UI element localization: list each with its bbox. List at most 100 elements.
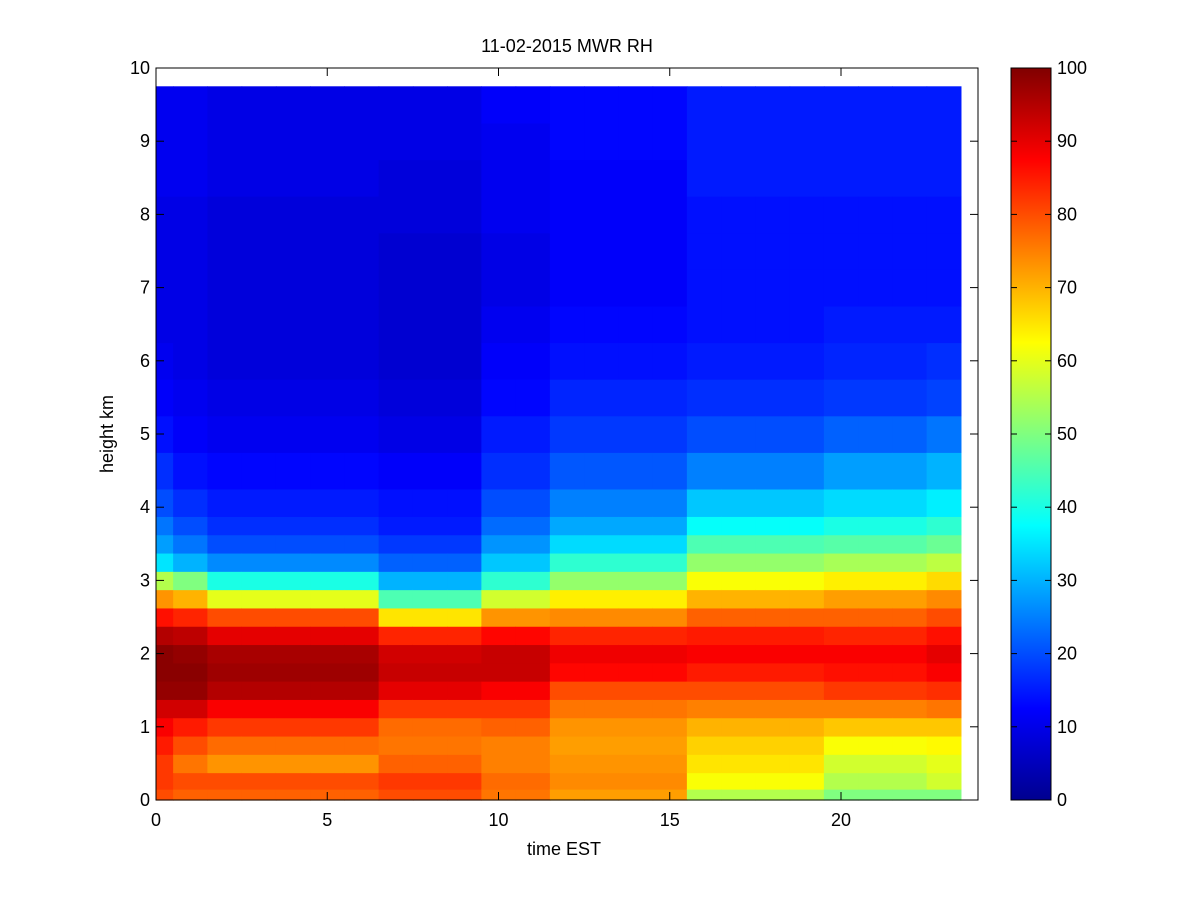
heatmap-cell	[310, 379, 345, 417]
heatmap-cell	[173, 122, 208, 161]
heatmap-cell	[173, 626, 208, 646]
x-tick-label: 10	[488, 810, 508, 830]
heatmap-cell	[156, 717, 174, 737]
heatmap-cell	[584, 534, 619, 554]
heatmap-cell	[310, 589, 345, 609]
heatmap-cell	[275, 789, 311, 801]
heatmap-cell	[241, 379, 277, 417]
heatmap-cell	[447, 196, 482, 234]
heatmap-cell	[207, 232, 243, 270]
heatmap-cell	[344, 379, 380, 417]
heatmap-cell	[549, 626, 585, 646]
heatmap-cell	[378, 86, 414, 124]
heatmap-cell	[789, 644, 825, 664]
heatmap-cell	[412, 789, 448, 801]
heatmap-cell	[584, 86, 619, 124]
y-tick-label: 1	[140, 717, 150, 737]
heatmap-cell	[652, 196, 688, 234]
heatmap-cell	[584, 626, 619, 646]
heatmap-cell	[721, 644, 756, 664]
heatmap-cell	[789, 552, 825, 572]
heatmap-cell	[892, 269, 928, 307]
heatmap-cell	[412, 232, 448, 270]
y-tick-label: 9	[140, 131, 150, 151]
heatmap-cell	[823, 699, 859, 719]
heatmap-cell	[892, 488, 928, 517]
heatmap-cell	[721, 452, 756, 490]
heatmap-cell	[481, 717, 517, 737]
heatmap-cell	[310, 232, 345, 270]
heatmap-cell	[515, 452, 551, 490]
heatmap-cell	[378, 735, 414, 755]
heatmap-cell	[926, 754, 962, 774]
heatmap-cell	[618, 415, 654, 453]
heatmap-cell	[378, 232, 414, 270]
x-tick-label: 0	[151, 810, 161, 830]
heatmap-cell	[652, 571, 688, 591]
heatmap-cell	[549, 607, 585, 627]
heatmap-cell	[686, 159, 722, 197]
heatmap-cell	[652, 681, 688, 700]
heatmap-cell	[755, 626, 791, 646]
heatmap-cell	[275, 159, 311, 197]
heatmap-cell	[515, 232, 551, 270]
heatmap-cell	[549, 699, 585, 719]
heatmap-cell	[652, 516, 688, 536]
heatmap-cell	[310, 681, 345, 700]
heatmap-cell	[173, 379, 208, 417]
heatmap-cell	[892, 626, 928, 646]
heatmap-cell	[823, 232, 859, 270]
heatmap-cell	[892, 534, 928, 554]
heatmap-cell	[721, 516, 756, 536]
heatmap-cell	[686, 305, 722, 344]
heatmap-cell	[241, 589, 277, 609]
heatmap-cell	[447, 681, 482, 700]
heatmap-cell	[241, 644, 277, 664]
heatmap-cell	[686, 232, 722, 270]
heatmap-cell	[515, 589, 551, 609]
heatmap-cell	[447, 305, 482, 344]
heatmap-cell	[515, 305, 551, 344]
heatmap-cell	[686, 571, 722, 591]
heatmap-cell	[926, 86, 962, 124]
heatmap-cell	[378, 626, 414, 646]
heatmap-cell	[344, 735, 380, 755]
heatmap-cell	[755, 342, 791, 380]
heatmap-cell	[344, 342, 380, 380]
heatmap-cell	[344, 534, 380, 554]
heatmap-cell	[310, 86, 345, 124]
heatmap-cell	[926, 699, 962, 719]
heatmap-cell	[823, 488, 859, 517]
heatmap-cell	[721, 269, 756, 307]
heatmap-cell	[156, 415, 174, 453]
heatmap-cell	[378, 342, 414, 380]
heatmap-cell	[823, 415, 859, 453]
heatmap-cell	[310, 735, 345, 755]
heatmap-cell	[892, 589, 928, 609]
heatmap-cell	[481, 86, 517, 124]
heatmap-cell	[549, 379, 585, 417]
heatmap-cell	[173, 607, 208, 627]
heatmap-cell	[926, 232, 962, 270]
colorbar-tick-label: 80	[1057, 204, 1077, 224]
heatmap-cell	[515, 415, 551, 453]
heatmap-cell	[173, 789, 208, 801]
heatmap-cell	[686, 589, 722, 609]
heatmap-cell	[858, 534, 893, 554]
heatmap-cell	[755, 159, 791, 197]
heatmap-cell	[241, 516, 277, 536]
heatmap-cell	[447, 607, 482, 627]
heatmap-cell	[447, 754, 482, 774]
heatmap-cell	[412, 122, 448, 161]
x-tick-label: 20	[831, 810, 851, 830]
y-tick-label: 4	[140, 497, 150, 517]
heatmap-cell	[156, 452, 174, 490]
x-axis: 0 5 10 15 20	[151, 68, 851, 830]
heatmap-cell	[173, 452, 208, 490]
heatmap-cell	[412, 379, 448, 417]
heatmap-cell	[892, 452, 928, 490]
heatmap-cell	[618, 196, 654, 234]
heatmap-cell	[275, 305, 311, 344]
heatmap-cell	[686, 122, 722, 161]
heatmap-cell	[549, 122, 585, 161]
